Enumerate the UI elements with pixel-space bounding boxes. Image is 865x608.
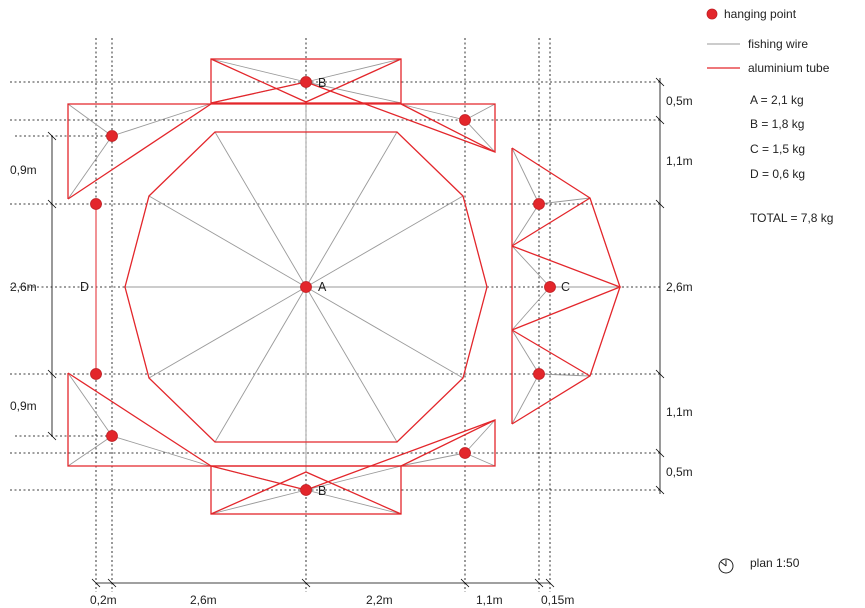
hanging-point-upper-right (459, 114, 471, 126)
dim-right-1: 0,5m (666, 94, 693, 108)
hanging-point-c (544, 281, 556, 293)
legend-point-swatch (706, 8, 718, 20)
dim-left-3: 0,9m (10, 399, 37, 413)
legend-aluminium-tube: aluminium tube (748, 61, 830, 75)
dim-bottom-2: 2,6m (190, 593, 217, 607)
point-label-c: C (561, 280, 570, 294)
point-label-b-bottom: B (318, 484, 326, 498)
dim-right-5: 0,5m (666, 465, 693, 479)
dim-right-2: 1,1m (666, 154, 693, 168)
point-label-a: A (318, 280, 327, 294)
weight-d: D = 0,6 kg (750, 167, 805, 181)
scale-note: plan 1:50 (718, 556, 800, 574)
hanging-point-lower-right (459, 447, 471, 459)
hanging-point-c-lower (533, 368, 545, 380)
hanging-point-b-top (300, 76, 312, 88)
dim-left-2: 2,6m (10, 280, 37, 294)
grid-lines (10, 38, 660, 592)
dim-bottom-5: 0,15m (541, 593, 574, 607)
point-label-d: D (80, 280, 89, 294)
weight-c: C = 1,5 kg (750, 142, 805, 156)
legend-fishing-wire: fishing wire (748, 37, 808, 51)
dim-bottom-3: 2,2m (366, 593, 393, 607)
fishing-wire-lines (67, 58, 620, 515)
hanging-point-a (300, 281, 312, 293)
dim-right-4: 1,1m (666, 405, 693, 419)
legend-hanging-point: hanging point (724, 7, 797, 21)
scale-text: plan 1:50 (750, 556, 800, 570)
dimension-lines (47, 77, 665, 588)
hanging-point-d-left-top (90, 198, 102, 210)
hanging-points (90, 76, 556, 496)
weights-list: A = 2,1 kg B = 1,8 kg C = 1,5 kg D = 0,6… (750, 93, 833, 225)
hanging-point-d-left-bottom (90, 368, 102, 380)
dim-right-3: 2,6m (666, 280, 693, 294)
dim-left-1: 0,9m (10, 163, 37, 177)
weight-b: B = 1,8 kg (750, 117, 804, 131)
dim-bottom-4: 1,1m (476, 593, 503, 607)
hanging-point-d-upper-left (106, 130, 118, 142)
dim-bottom-1: 0,2m (90, 593, 117, 607)
clock-icon (718, 558, 734, 574)
aluminium-tube-lines (67, 58, 622, 515)
weight-total: TOTAL = 7,8 kg (750, 211, 833, 225)
point-label-b-top: B (318, 76, 326, 90)
legend: hanging point fishing wire aluminium tub… (706, 7, 830, 75)
weight-a: A = 2,1 kg (750, 93, 804, 107)
hanging-point-d-lower-left (106, 430, 118, 442)
hanging-point-b-bottom (300, 484, 312, 496)
hanging-point-c-upper (533, 198, 545, 210)
